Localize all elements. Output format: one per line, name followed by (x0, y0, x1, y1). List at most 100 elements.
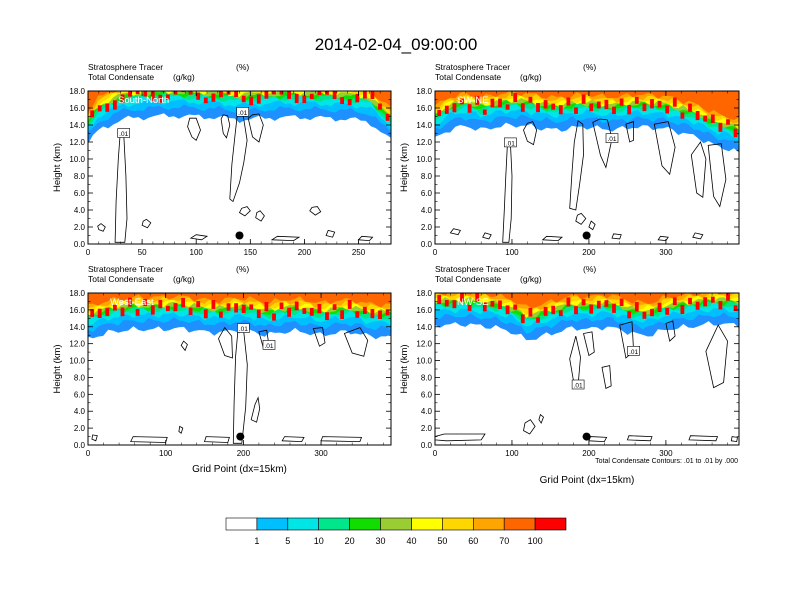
colorbar-label: 10 (314, 536, 324, 546)
tracer-cell (498, 300, 502, 309)
tracer-cell (370, 91, 375, 99)
tracer-cell (726, 293, 730, 301)
y-tick-label: 14.0 (416, 323, 432, 332)
x-tick-label: 100 (505, 449, 519, 458)
tracer-band (88, 91, 391, 116)
x-axis-label: Grid Point (dx=15km) (540, 475, 635, 486)
colorbar-label: 5 (285, 536, 290, 546)
colorbar-swatch (318, 517, 350, 531)
colorbar-swatch (256, 517, 289, 531)
tracer-cell (309, 308, 314, 316)
contour-label: .01 (506, 140, 515, 147)
panel-header: (g/kg) (520, 274, 542, 284)
tracer-cell (158, 94, 163, 103)
panel-header: (g/kg) (173, 274, 195, 284)
condensate-contour (325, 229, 336, 238)
location-marker (235, 231, 244, 240)
panel-header: Total Condensate (435, 72, 501, 82)
y-tick-label: 6.0 (421, 390, 433, 399)
panel-header: Stratosphere Tracer (88, 264, 163, 274)
tracer-cell (680, 304, 685, 315)
colorbar-label: 70 (499, 536, 509, 546)
tracer-cell (505, 305, 510, 315)
tracer-cell (378, 310, 382, 319)
tracer-cell (604, 99, 609, 110)
tracer-cell (143, 299, 148, 306)
condensate-contour (665, 320, 676, 342)
colorbar-swatch (349, 517, 381, 531)
tracer-cell (279, 91, 284, 95)
tracer-cell (90, 110, 95, 118)
y-tick-label: 10.0 (69, 357, 85, 366)
tracer-cell (460, 293, 464, 302)
condensate-contour (178, 425, 184, 434)
condensate-contour (229, 111, 248, 203)
condensate-contour (203, 436, 230, 443)
tracer-cell (482, 109, 487, 115)
x-tick-label: 200 (582, 449, 596, 458)
x-tick-label: 100 (159, 449, 173, 458)
tracer-cell (703, 297, 708, 307)
tracer-cell (642, 311, 647, 319)
tracer-cell (733, 128, 738, 138)
y-tick-label: 10.0 (416, 155, 432, 164)
tracer-cell (302, 95, 307, 104)
contour-label-box (237, 323, 250, 333)
contour-footnote: Total Condensate Contours: .01 to .01 by… (595, 458, 738, 465)
tracer-cell (710, 114, 715, 123)
tracer-cell (203, 97, 208, 104)
tracer-cell (695, 111, 700, 121)
tracer-cell (105, 103, 110, 112)
tracer-cell (264, 91, 269, 99)
y-tick-label: 12.0 (69, 340, 85, 349)
condensate-contour (187, 117, 201, 141)
contour-label: .01 (607, 136, 616, 143)
panel-header: (%) (236, 62, 249, 72)
y-tick-label: 6.0 (421, 189, 433, 198)
colorbar-swatch (411, 517, 443, 531)
y-tick-label: 12.0 (416, 340, 432, 349)
tracer-cell (347, 99, 352, 106)
tracer-cell (574, 306, 578, 315)
condensate-contour (538, 413, 544, 424)
tracer-cell (211, 300, 216, 309)
y-tick-label: 4.0 (421, 206, 433, 215)
x-tick-label: 100 (190, 248, 204, 257)
condensate-contour (250, 396, 261, 423)
tracer-cell (627, 105, 632, 115)
tracer-cell (332, 304, 337, 310)
tracer-band (435, 91, 739, 120)
contour-label: .01 (239, 326, 248, 333)
y-tick-label: 16.0 (69, 104, 85, 113)
tracer-cell (475, 293, 480, 302)
tracer-cell (444, 105, 449, 114)
tracer-cell (619, 298, 624, 306)
tracer-cell (166, 305, 170, 312)
condensate-contour (601, 365, 612, 389)
tracer-cell (543, 100, 548, 109)
tracer-cell (627, 311, 632, 319)
tracer-cell (385, 310, 390, 316)
x-tick-label: 300 (659, 449, 673, 458)
panel-header: Stratosphere Tracer (88, 62, 163, 72)
tracer-cell (589, 304, 594, 314)
tracer-cell (467, 104, 472, 113)
tracer-cell (589, 103, 594, 112)
x-tick-label: 0 (86, 248, 91, 257)
condensate-contour (141, 218, 152, 229)
tracer-cell (513, 93, 518, 102)
x-tick-label: 300 (314, 449, 328, 458)
panel-header: Total Condensate (435, 274, 501, 284)
tracer-cell (256, 94, 261, 104)
y-tick-label: 0.0 (74, 240, 86, 249)
colorbar-swatch (472, 517, 505, 531)
tracer-cell (309, 93, 314, 100)
tracer-band (88, 91, 391, 127)
contour-label-box (262, 340, 276, 350)
panel-label: NW-SE (457, 297, 489, 308)
tracer-cell (272, 313, 276, 321)
colorbar: 1 5 10 20 30 40 50 60 70 100 (225, 517, 567, 546)
tracer-cell (181, 91, 185, 93)
y-tick-label: 10.0 (416, 357, 432, 366)
y-tick-label: 6.0 (74, 390, 86, 399)
